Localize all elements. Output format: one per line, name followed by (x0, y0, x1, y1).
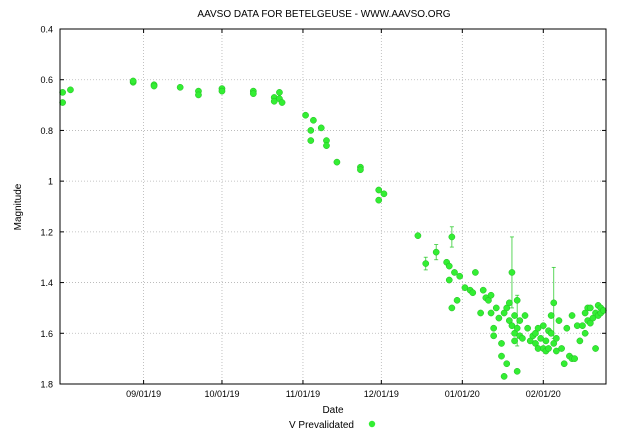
data-point (495, 314, 503, 322)
data-point (550, 299, 558, 307)
data-point (513, 296, 521, 304)
y-tick-label: 1.4 (40, 278, 53, 288)
data-point (581, 329, 589, 337)
data-point (448, 304, 456, 312)
data-point (375, 186, 383, 194)
data-point (487, 291, 495, 299)
data-point (302, 111, 309, 119)
y-tick-label: 0.6 (40, 75, 53, 85)
data-point (586, 304, 594, 312)
data-points (59, 77, 607, 380)
data-point (513, 367, 521, 375)
y-tick-label: 1.6 (40, 329, 53, 339)
data-point (479, 286, 487, 294)
data-point (357, 166, 364, 174)
data-point (176, 83, 184, 91)
data-point (451, 269, 458, 276)
data-point (307, 137, 315, 144)
data-point (469, 289, 477, 297)
y-tick-label: 0.4 (40, 25, 53, 35)
data-point (516, 317, 524, 324)
data-point (560, 360, 568, 368)
data-point (333, 158, 341, 166)
data-point (492, 304, 500, 312)
legend-marker (368, 420, 376, 428)
data-point (519, 335, 526, 342)
data-point (307, 127, 315, 134)
chart-title: AAVSO DATA FOR BETELGEUSE - WWW.AAVSO.OR… (197, 9, 450, 20)
data-point (563, 324, 571, 332)
x-tick-label: 11/01/19 (286, 389, 320, 399)
data-point (498, 352, 505, 360)
data-point (508, 269, 516, 276)
data-point (571, 355, 579, 362)
data-point (150, 82, 158, 90)
data-point (456, 272, 464, 280)
data-point (67, 86, 74, 94)
x-axis-ticks: 09/01/19 10/01/19 11/01/19 12/01/19 01/01/20… (126, 29, 561, 399)
y-tick-label: 1 (48, 177, 53, 187)
data-point (414, 232, 422, 240)
x-tick-label: 02/01/20 (526, 389, 561, 399)
data-point (490, 332, 498, 340)
data-point (498, 340, 505, 347)
data-point (521, 312, 529, 319)
data-point (547, 312, 555, 319)
x-tick-label: 10/01/19 (204, 389, 239, 399)
data-point (511, 312, 518, 319)
data-point (513, 324, 521, 332)
data-point (432, 248, 440, 256)
data-point (249, 90, 257, 98)
grid-lines (60, 29, 606, 384)
data-point (323, 142, 330, 149)
data-point (545, 345, 552, 352)
data-point (490, 324, 498, 332)
data-point (553, 335, 560, 342)
data-point (524, 324, 531, 332)
data-point (547, 329, 555, 337)
data-point (453, 296, 461, 304)
data-point (472, 269, 479, 276)
data-point (317, 124, 325, 132)
data-point (511, 337, 518, 345)
data-point (422, 260, 430, 267)
y-tick-label: 1.8 (40, 380, 53, 390)
data-point (503, 360, 511, 368)
data-point (276, 89, 283, 96)
y-axis-label: Magnitude (13, 183, 24, 230)
x-tick-label: 09/01/19 (126, 389, 161, 399)
data-point (445, 276, 453, 284)
data-point (558, 345, 565, 352)
data-point (375, 196, 383, 204)
x-tick-label: 12/01/19 (364, 389, 399, 399)
data-point (576, 337, 584, 345)
data-point (448, 233, 456, 241)
data-point (218, 87, 226, 95)
data-point (555, 317, 563, 324)
plot-frame (59, 28, 607, 385)
y-tick-label: 1.2 (40, 227, 53, 237)
data-point (500, 373, 508, 380)
data-point (278, 99, 286, 106)
y-tick-label: 0.8 (40, 126, 53, 136)
data-point (129, 77, 137, 85)
data-point (579, 322, 586, 330)
data-point (592, 345, 599, 352)
data-point (477, 309, 484, 317)
data-point (568, 312, 576, 319)
data-point (380, 190, 388, 198)
data-point (310, 116, 317, 124)
x-tick-label: 01/01/20 (445, 389, 480, 399)
data-point (195, 91, 202, 99)
legend-label: V Prevalidated (289, 420, 354, 431)
data-point (539, 322, 547, 330)
data-point (487, 309, 495, 317)
data-point (542, 337, 550, 345)
x-axis-label: Date (322, 405, 344, 416)
data-point (445, 262, 453, 270)
data-point (505, 299, 513, 307)
